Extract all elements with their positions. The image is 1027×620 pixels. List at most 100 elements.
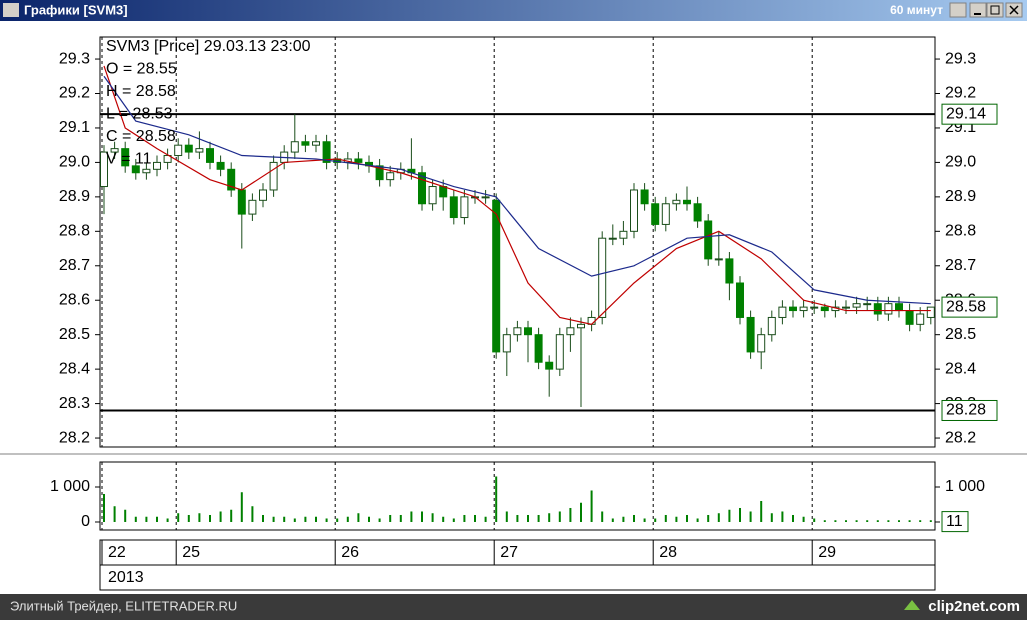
candle-body [131,165,140,174]
volume-bar [166,518,169,522]
volume-bar [209,514,211,522]
candle-body [577,323,585,329]
app-icon [3,3,19,17]
candle-body [428,186,437,205]
maximize-glyph [990,5,1000,15]
volume-bar [749,511,752,522]
volume-bar [187,514,190,522]
candle-body [290,141,299,153]
candle-body [481,196,490,199]
volume-bar [834,520,837,522]
volume-bar [315,516,317,522]
volume-bar [410,511,413,522]
volume-bar [908,520,911,522]
volume-bar [845,520,847,522]
y-tick-label-right: 29.3 [945,50,976,67]
date-label: 22 [108,544,126,561]
pin-button[interactable] [949,2,967,18]
candle-body [863,303,872,306]
volume-bar [569,507,572,522]
volume-bar [431,513,434,522]
volume-bar [696,518,699,522]
candle-body [354,158,363,163]
y-tick-label: 1 000 [50,478,90,495]
candle-body [502,334,511,353]
interval[interactable]: 60 минут [890,3,943,17]
volume-bar [770,513,773,522]
volume-bar [580,502,582,522]
level-box [941,103,998,125]
y-tick-label-right: 29.0 [945,154,976,171]
volume-bar [739,507,741,522]
maximize-button[interactable] [986,2,1004,18]
volume-bar [442,516,445,522]
volume-bar [230,509,233,522]
candle-body [195,148,204,153]
candle-body [598,237,607,318]
candle-body [492,199,501,353]
price-panel [99,36,936,448]
y-tick-label: 28.3 [59,395,90,412]
volume-bar [802,516,805,522]
candle-body [269,161,278,191]
y-tick-label-right: 1 000 [945,478,985,495]
volume-bar [792,514,794,522]
y-tick-label: 28.8 [59,223,90,240]
volume-bar [495,476,498,522]
candle-body [513,327,522,336]
volume-bar [336,518,339,522]
volume-bar [781,511,784,522]
last-volume-box [941,511,969,533]
volume-bar [293,518,296,522]
moving-average [103,65,931,325]
y-tick-label-right: 28.2 [945,429,976,446]
volume-bar [198,513,201,522]
brand: clip2net.com [928,598,1020,615]
level-label: 28.28 [946,402,986,419]
y-tick-label-right: 29.2 [945,85,976,102]
candle-body [873,303,882,315]
volume-bar [389,514,392,522]
volume-bar [156,516,158,522]
volume-bar [898,520,900,522]
candle-body [418,172,426,205]
volume-bar [177,513,180,522]
ohlc-info: C = 28.58 [106,128,176,145]
candle-body [672,199,681,205]
volume-bar [251,506,254,522]
candle-body [799,306,808,312]
candle-body [746,316,755,353]
candle-body [121,148,130,167]
y-tick-label: 29.3 [59,50,90,67]
volume-bar [686,514,688,522]
year-label: 2013 [108,569,144,586]
y-tick-label: 28.7 [59,257,90,274]
volume-bar [558,511,561,522]
volume-bar [813,518,816,522]
volume-bar [421,511,423,522]
candle-body [725,258,734,284]
volume-bar [240,492,243,522]
volume-bar [474,514,476,522]
y-tick-label: 29.2 [59,85,90,102]
date-label: 27 [500,544,518,561]
volume-bar [113,506,116,522]
candle-body [301,141,310,146]
volume-bar [368,516,370,522]
candle-body [460,196,469,219]
volume-bar [516,514,519,522]
volume-bar [611,518,614,522]
candle-body [534,334,543,363]
candle-body [905,310,914,325]
candle-body [259,189,267,201]
candle-body [110,148,119,153]
candle-body [693,203,702,222]
moving-average [103,75,931,305]
candle-body [852,303,861,308]
volume-bar [346,516,349,522]
volume-bar [601,511,604,522]
candle-body [842,306,850,309]
candle-body [736,282,744,318]
volume-bar [707,514,710,522]
volume-bar [484,516,487,522]
